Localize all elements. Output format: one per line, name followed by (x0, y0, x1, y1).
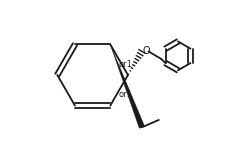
Text: or1: or1 (118, 90, 132, 99)
Text: or1: or1 (118, 60, 132, 69)
Polygon shape (110, 44, 144, 128)
Text: O: O (143, 46, 150, 56)
